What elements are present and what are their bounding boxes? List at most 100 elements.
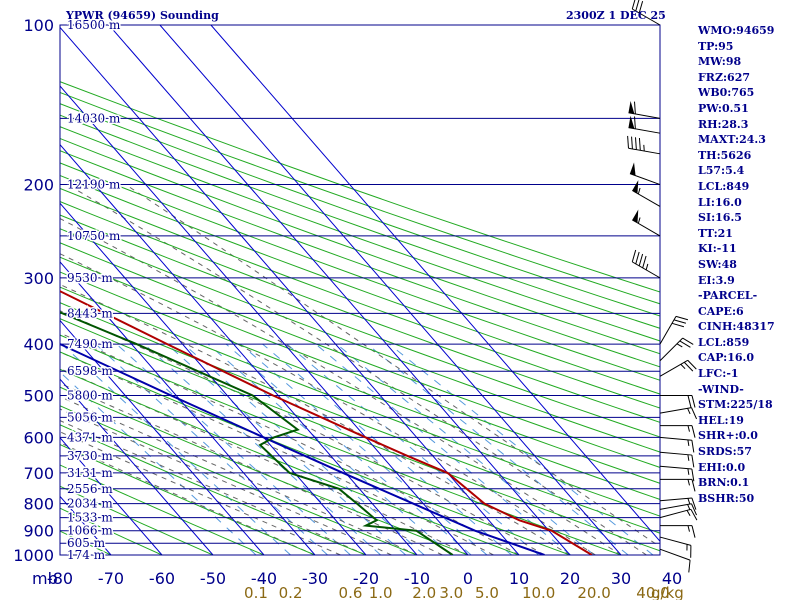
wind-barb-flag (675, 315, 689, 321)
height-label: 1066 m (67, 524, 113, 538)
mixing-ratio-line (240, 343, 488, 555)
chart-time: 2300Z 1 DEC 25 (566, 9, 666, 22)
pressure-tick-label: 1000 (13, 546, 54, 565)
wind-barb-staff (659, 359, 688, 377)
wind-barb-flag (691, 440, 695, 453)
temperature-tick-label: -20 (353, 569, 379, 588)
index-item: CAPE:6 (698, 304, 744, 318)
dry-adiabat (60, 424, 367, 555)
index-item: -PARCEL- (698, 289, 758, 303)
wind-barb-flag (691, 395, 696, 408)
temperature-tick-label: 10 (509, 569, 529, 588)
mixing-ratio-label: 10.0 (522, 584, 555, 600)
wind-barb-half (686, 510, 691, 516)
isotherm-line (0, 25, 9, 555)
wind-barb-half (637, 187, 641, 195)
wind-barb-half (645, 263, 649, 271)
isotherm-line (60, 26, 520, 555)
wind-barb-flag (682, 337, 694, 345)
temperature-tick-label: 20 (560, 569, 580, 588)
index-item: MW:98 (698, 55, 742, 69)
wind-barb-staff (659, 508, 692, 519)
wind-barb-flag (638, 0, 644, 14)
pressure-tick-label: 600 (23, 428, 54, 447)
pressure-tick-label: 100 (23, 16, 54, 35)
index-item: EI:3.9 (698, 273, 735, 287)
index-item: WMO:94659 (698, 24, 775, 37)
wind-barb-flag (683, 361, 694, 372)
index-item: WB0:765 (698, 86, 755, 100)
index-item: CAP:16.0 (698, 351, 755, 365)
height-label: 3131 m (67, 466, 113, 480)
temperature-tick-label: 40 (662, 569, 682, 588)
wind-barb-flag (679, 340, 691, 348)
stability-indices-panel: WMO:94659 TP:95 MW:98 FRZ:627 WB0:765 PW:0.51… (698, 23, 798, 506)
height-label: 16500 m (67, 18, 121, 32)
index-item: RH:28.3 (698, 117, 749, 131)
mixing-ratio-line (225, 343, 472, 555)
dry-adiabats (60, 81, 660, 555)
index-item: TH:5626 (698, 148, 752, 162)
mixing-ratio-unit: g/kg (651, 584, 684, 600)
temperature-tick-label: -40 (251, 569, 277, 588)
mixing-ratio-label: 2.0 (412, 584, 436, 600)
mixing-ratio-line (336, 343, 595, 555)
temperature-tick-label: -70 (98, 569, 124, 588)
temperature-tick-label: -80 (47, 569, 73, 588)
wind-barb-flag (691, 479, 696, 492)
wind-barb-staff (659, 497, 692, 502)
mixing-ratio-label: 20.0 (577, 584, 610, 600)
wind-barbs (627, 0, 698, 573)
wind-barb-flag (631, 249, 637, 263)
wind-barb-staff (659, 503, 692, 510)
index-item: TP:95 (698, 39, 734, 53)
mixing-ratio-label: 40.0 (636, 584, 669, 600)
wind-barb-flag (687, 359, 697, 370)
wind-barb-staff (632, 8, 661, 26)
index-item: EHI:0.0 (698, 460, 746, 474)
moist-adiabat (60, 253, 596, 555)
wind-barb-staff (629, 173, 661, 186)
wind-barb-half (687, 454, 690, 461)
wind-barb-half (687, 479, 690, 486)
wind-barb-staff (659, 465, 692, 470)
height-label: 14030 m (67, 111, 121, 125)
wind-barb-flag (691, 407, 698, 420)
index-item: FRZ:627 (698, 70, 751, 84)
wind-barb-staff (659, 316, 677, 345)
wind-barb-pennant (628, 100, 635, 114)
temperature-tick-label: -10 (404, 569, 430, 588)
wind-barb-flag (631, 136, 633, 149)
pressure-tick-label: 700 (23, 464, 54, 483)
wind-barb-staff (632, 261, 661, 279)
wind-barb-staff (659, 337, 683, 362)
height-label: 9530 m (67, 271, 113, 285)
isotherm-line (60, 319, 265, 555)
wind-barb-half (687, 468, 690, 475)
mixing-ratio-line (183, 343, 425, 555)
height-label: 7490 m (67, 337, 113, 351)
mixing-ratio-label: 0.1 (244, 584, 268, 600)
wind-barb-half (637, 217, 641, 224)
wind-barb-flag (690, 509, 698, 521)
isotherm-line (108, 25, 571, 555)
height-label: 12190 m (67, 178, 121, 192)
pressure-tick-label: 500 (23, 386, 54, 405)
index-item: -WIND- (698, 382, 744, 396)
pressure-tick-label: 900 (23, 522, 54, 541)
wind-barb-half (687, 525, 690, 532)
wind-barb-flag (631, 0, 636, 10)
pressure-tick-label: 300 (23, 269, 54, 288)
index-item: BSHR:50 (698, 491, 755, 505)
wind-barb-flag (635, 251, 640, 265)
wind-barb-half (687, 425, 690, 432)
wind-barb-half (687, 498, 691, 505)
mixing-ratio-label: 0.6 (339, 584, 363, 600)
temperature-tick-label: -30 (302, 569, 328, 588)
index-item: LFC:-1 (698, 367, 739, 381)
wind-barb-flag (634, 137, 637, 150)
isotherm-line (60, 143, 418, 555)
mixing-ratio-label: 3.0 (439, 584, 463, 600)
